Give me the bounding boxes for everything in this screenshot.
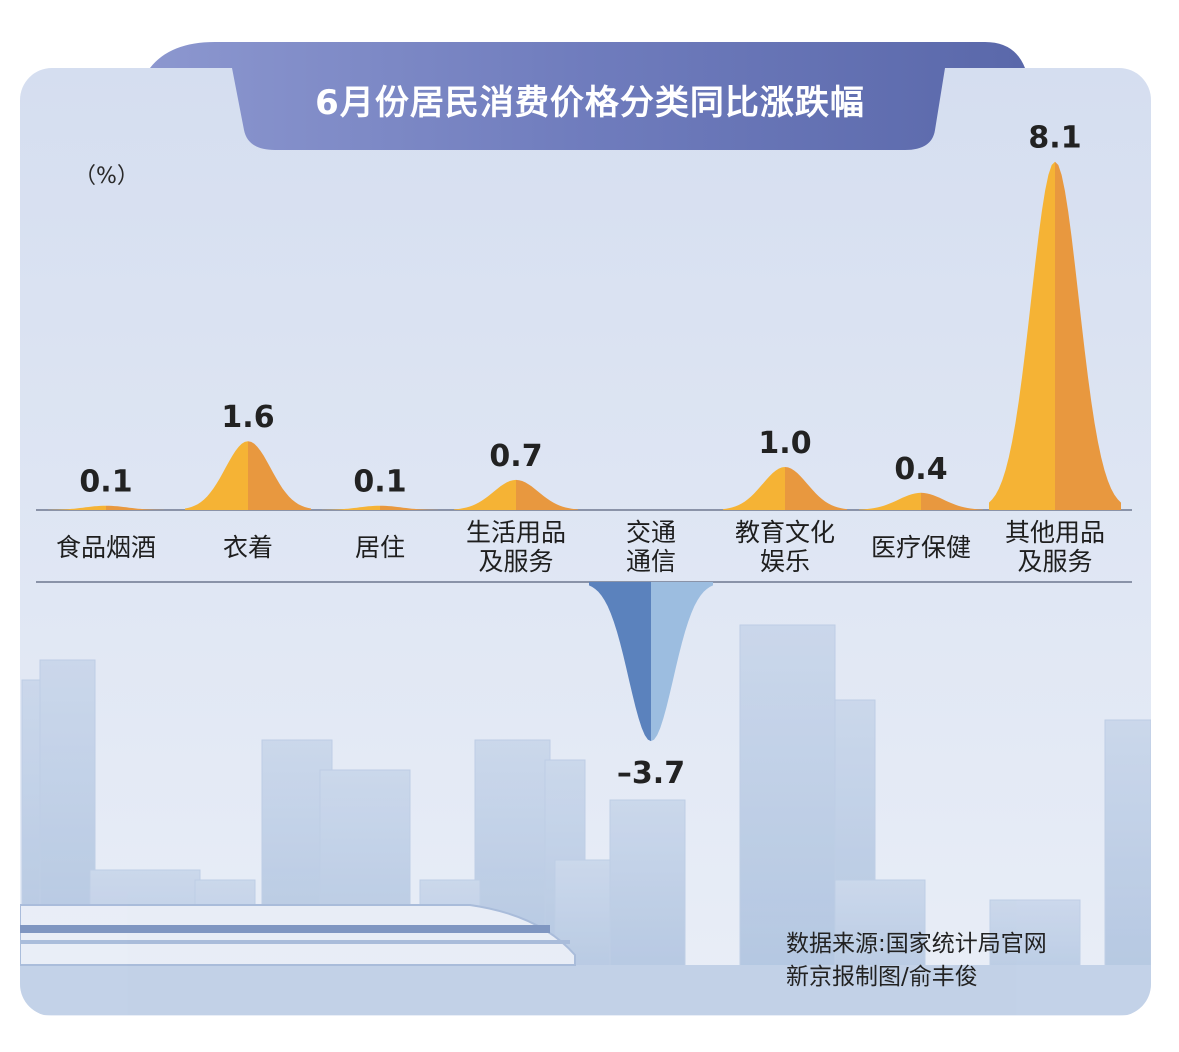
category-label: 教育文化 [735, 518, 835, 547]
value-label: 8.1 [1028, 121, 1081, 156]
peak-6-right [921, 492, 983, 510]
unit-label: （%） [74, 164, 139, 189]
source-line-2: 新京报制图/俞丰俊 [786, 964, 978, 990]
peak-5-right [785, 467, 847, 510]
peak-4-right [651, 582, 713, 742]
category-label: 生活用品 [466, 518, 566, 547]
category-label: 交通 [626, 518, 676, 547]
value-label: 0.7 [489, 439, 542, 474]
category-label: 其他用品 [1005, 518, 1105, 547]
peak-3-left [454, 479, 516, 510]
value-label: 0.1 [79, 465, 132, 500]
category-label: 及服务 [1017, 547, 1092, 576]
category-label: 衣着 [223, 533, 273, 562]
peak-6-left [859, 492, 921, 510]
category-label: 娱乐 [760, 547, 810, 576]
peak-4-left [589, 582, 651, 742]
category-label: 通信 [626, 547, 676, 576]
category-label: 居住 [355, 533, 405, 562]
chart-title: 6月份居民消费价格分类同比涨跌幅 [315, 83, 865, 123]
city-skyline-illustration [20, 624, 1151, 1015]
peak-0-right [106, 505, 164, 510]
peak-2-left [322, 505, 380, 510]
category-label: 医疗保健 [871, 533, 971, 562]
peak-0-left [48, 505, 106, 510]
value-label: 1.6 [221, 400, 274, 435]
peak-7-left [989, 161, 1055, 510]
value-label: –3.7 [617, 756, 685, 791]
peak-2-right [380, 505, 438, 510]
value-label: 1.0 [758, 426, 811, 461]
value-label: 0.1 [353, 465, 406, 500]
source-note: 数据来源:国家统计局官网 新京报制图/俞丰俊 [786, 928, 1047, 994]
peak-3-right [516, 479, 578, 510]
peak-1-left [185, 441, 248, 510]
category-label: 食品烟酒 [56, 533, 156, 562]
chart-peaks [48, 161, 1121, 742]
value-label: 0.4 [894, 452, 947, 487]
peak-1-right [248, 441, 311, 510]
peak-5-left [723, 467, 785, 510]
peak-7-right [1055, 161, 1121, 510]
category-label: 及服务 [478, 547, 553, 576]
source-line-1: 数据来源:国家统计局官网 [786, 931, 1047, 957]
title-band [150, 42, 1025, 150]
chart-labels: 0.1食品烟酒1.6衣着0.1居住0.7生活用品及服务–3.7交通通信1.0教育… [56, 121, 1105, 791]
